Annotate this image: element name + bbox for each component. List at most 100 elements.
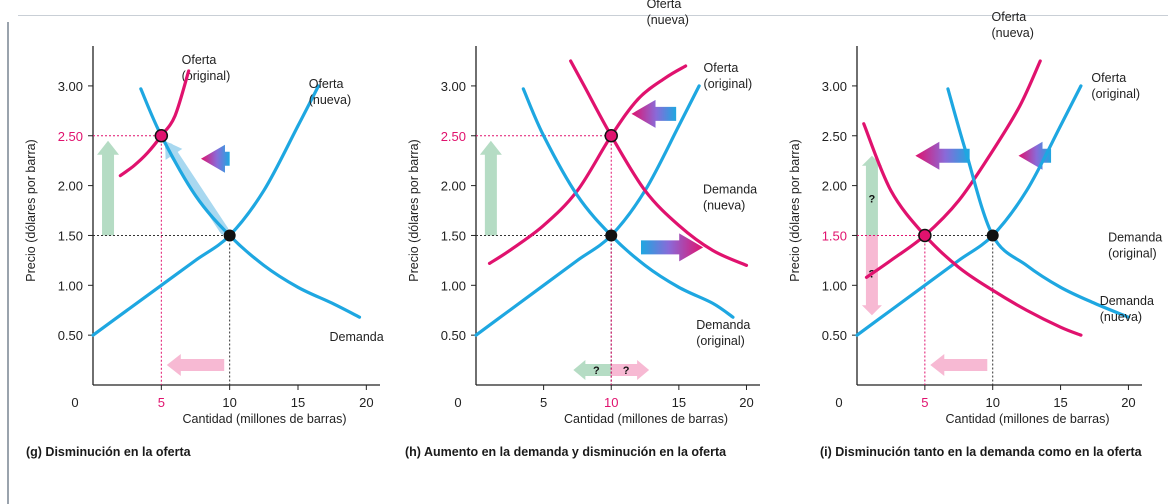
quantity-ambiguous-left-arrow xyxy=(573,360,612,381)
x-tick-label: 15 xyxy=(1053,395,1067,410)
series-curve xyxy=(862,122,1083,337)
caption-h: (h) Aumento en la demanda y disminución … xyxy=(405,445,727,459)
series-label: Demanda xyxy=(330,330,384,344)
y-tick-label: 2.00 xyxy=(58,179,83,194)
x-tick-label: 0 xyxy=(454,395,461,410)
shift-arrow xyxy=(631,99,677,128)
question-mark: ? xyxy=(593,365,600,377)
new-equilibrium-point xyxy=(154,129,169,143)
equilibrium-point xyxy=(605,229,618,242)
series-label: Oferta xyxy=(309,77,344,91)
shift-arrow xyxy=(915,141,970,170)
y-tick-label: 2.00 xyxy=(441,179,466,194)
panel-0: 0.50 1.00 1.50 2.00 2.50 3.00 0 5 10 15 20 Cantidad… xyxy=(24,46,384,426)
quantity-change-arrow xyxy=(166,354,225,377)
x-axis-label: Cantidad (millones de barras) xyxy=(183,412,347,426)
y-tick-label: 1.50 xyxy=(822,228,847,243)
x-tick-label: 5 xyxy=(158,395,165,410)
caption-g: (g) Disminución en la oferta xyxy=(26,445,191,459)
x-tick-label: 10 xyxy=(604,395,618,410)
y-tick-label: 2.50 xyxy=(58,129,83,144)
y-tick-label: 2.00 xyxy=(822,179,847,194)
y-tick-label: 0.50 xyxy=(58,328,83,343)
panel-1: 0.50 1.00 1.50 2.00 2.50 3.00 0 5 10 15 20 Cantidad… xyxy=(407,0,760,426)
series-curve xyxy=(864,59,1042,279)
y-tick-label: 2.50 xyxy=(822,129,847,144)
caption-i: (i) Disminución tanto en la demanda como… xyxy=(820,445,1142,459)
x-tick-label: 15 xyxy=(291,395,305,410)
series-label: (original) xyxy=(1108,246,1157,260)
x-tick-label: 5 xyxy=(921,395,928,410)
top-rule xyxy=(18,15,1168,16)
series-label: (nueva) xyxy=(703,199,745,213)
x-tick-label: 5 xyxy=(540,395,547,410)
movement-arrow xyxy=(165,143,229,235)
series-curve xyxy=(118,69,191,178)
y-tick-label: 3.00 xyxy=(822,79,847,94)
series-curve xyxy=(91,84,321,337)
series-label: Oferta xyxy=(647,0,682,11)
series-curve xyxy=(855,84,1083,337)
movement-arrow-head xyxy=(165,141,183,160)
series-curve xyxy=(569,59,749,267)
x-tick-label: 20 xyxy=(739,395,753,410)
series-curve xyxy=(139,87,362,319)
shift-arrow xyxy=(200,144,230,173)
series-curve xyxy=(487,64,688,265)
series-label: (original) xyxy=(696,334,745,348)
series-label: Demanda xyxy=(703,183,757,197)
x-tick-label: 20 xyxy=(1121,395,1135,410)
y-tick-label: 3.00 xyxy=(441,79,466,94)
series-label: (nueva) xyxy=(992,26,1034,40)
y-tick-label: 1.50 xyxy=(58,228,83,243)
y-tick-label: 3.00 xyxy=(58,79,83,94)
equilibrium-point xyxy=(986,229,999,242)
price-change-arrow xyxy=(479,140,502,236)
question-mark: ? xyxy=(869,194,876,206)
shift-arrow xyxy=(640,233,704,262)
y-axis-label: Precio (dólares por barra) xyxy=(788,139,802,281)
series-curve xyxy=(521,87,735,319)
series-label: (original) xyxy=(1091,87,1140,101)
equilibrium-point xyxy=(223,229,236,242)
x-axis-label: Cantidad (millones de barras) xyxy=(564,412,728,426)
price-ambiguous-up-arrow xyxy=(861,155,882,236)
series-label: Oferta xyxy=(704,61,739,75)
x-axis-label: Cantidad (millones de barras) xyxy=(946,412,1110,426)
series-label: Demanda xyxy=(696,318,750,332)
y-tick-label: 1.00 xyxy=(58,278,83,293)
new-equilibrium-point xyxy=(918,228,932,243)
series-label: Demanda xyxy=(1108,230,1162,244)
x-tick-label: 0 xyxy=(835,395,842,410)
series-label: (original) xyxy=(182,69,231,83)
new-equilibrium-point xyxy=(604,129,618,143)
series-label: (original) xyxy=(704,77,753,91)
y-tick-label: 0.50 xyxy=(822,328,847,343)
y-tick-label: 1.00 xyxy=(822,278,847,293)
y-axis-label: Precio (dólares por barra) xyxy=(407,139,421,281)
series-label: (nueva) xyxy=(309,93,351,107)
y-tick-label: 0.50 xyxy=(441,328,466,343)
left-rule xyxy=(7,22,9,504)
quantity-ambiguous-right-arrow xyxy=(611,360,650,381)
series-curve xyxy=(946,87,1131,319)
series-label: Oferta xyxy=(182,53,217,67)
quantity-change-arrow xyxy=(930,354,988,377)
price-change-arrow xyxy=(97,140,120,236)
x-tick-label: 10 xyxy=(222,395,236,410)
series-label: Oferta xyxy=(1091,71,1126,85)
x-tick-label: 15 xyxy=(672,395,686,410)
series-curve xyxy=(474,84,701,337)
x-tick-label: 0 xyxy=(71,395,78,410)
series-label: (nueva) xyxy=(647,13,689,27)
y-tick-label: 2.50 xyxy=(441,129,466,144)
series-label: (nueva) xyxy=(1100,310,1142,324)
panel-2: 0.50 1.00 1.50 2.00 2.50 3.00 0 5 10 15 20 Cantidad… xyxy=(788,10,1162,426)
series-label: Demanda xyxy=(1100,294,1154,308)
question-mark: ? xyxy=(623,365,630,377)
y-axis-label: Precio (dólares por barra) xyxy=(24,139,38,281)
y-tick-label: 1.00 xyxy=(441,278,466,293)
x-tick-label: 10 xyxy=(985,395,999,410)
